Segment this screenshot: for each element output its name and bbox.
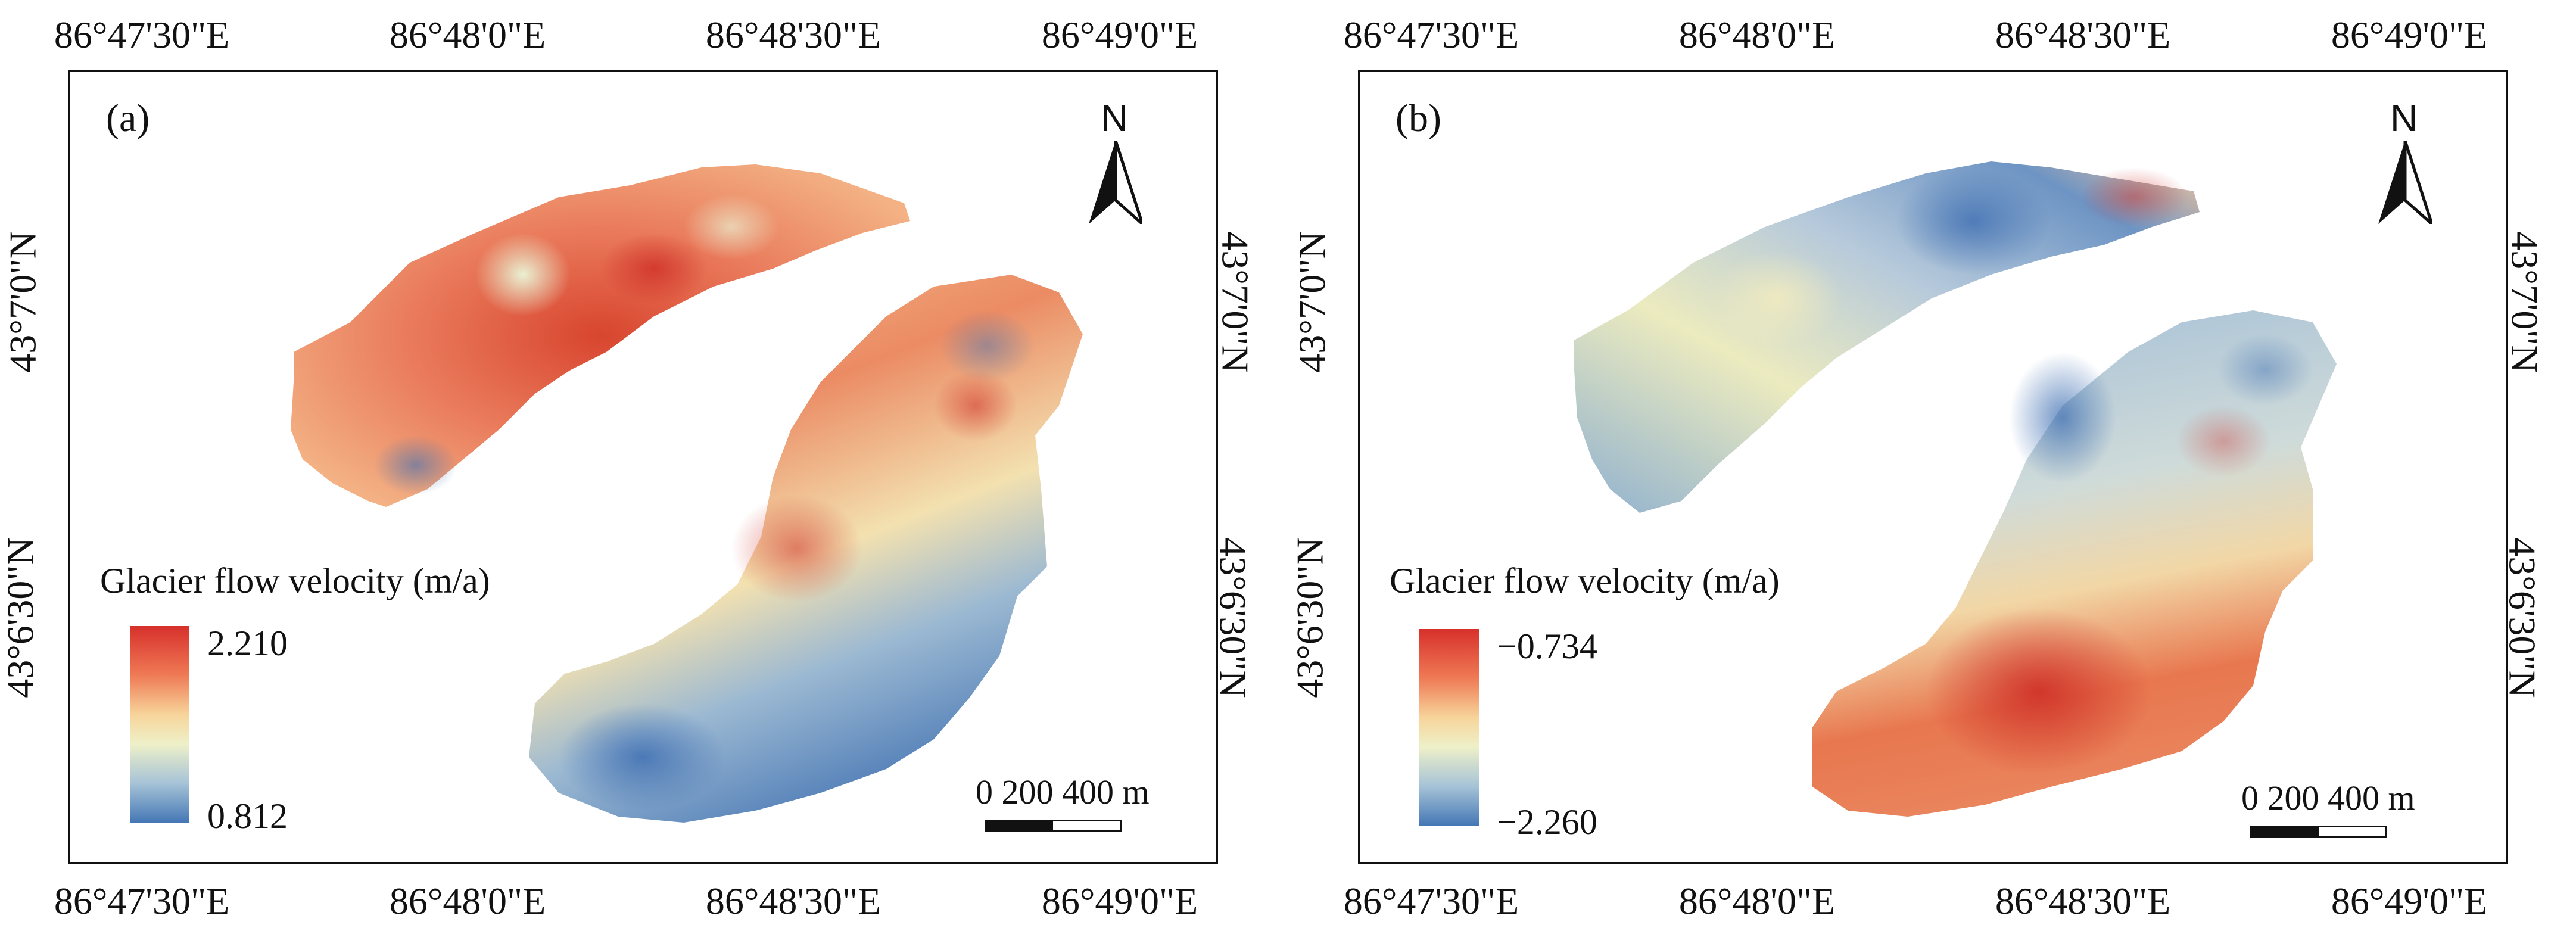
scale-bar-b	[2250, 826, 2387, 838]
lon-label-top-4: 86°49'0"E	[1041, 14, 1198, 56]
lat-label-right-1: 43°7'0"N	[2503, 231, 2546, 373]
scale-seg-light-a	[1053, 821, 1120, 830]
blue-patch-b2	[2009, 352, 2116, 483]
red-patch-b3	[2176, 406, 2271, 477]
pale-patch-b1	[1711, 251, 1842, 346]
blue-patch-a3	[940, 310, 1035, 382]
lon-label-bottom-3: 86°48'30"E	[1995, 880, 2171, 922]
red-patch-b1	[2080, 167, 2188, 227]
lat-label-left-2: 43°6'30"N	[1288, 537, 1331, 698]
glacier-map-b	[1574, 161, 2337, 817]
blue-patch-a2	[559, 703, 725, 811]
scale-seg-dark-b	[2252, 827, 2319, 836]
legend-color-ramp-b	[1419, 629, 1479, 826]
legend-max-b: −0.734	[1497, 627, 1597, 666]
panel-a: 86°47'30"E 86°48'0"E 86°48'30"E 86°49'0"…	[0, 0, 1287, 934]
upper-glacier-b	[1574, 161, 2200, 513]
red-patch-a3	[934, 370, 1017, 441]
lon-label-top-3: 86°48'30"E	[1995, 14, 2171, 56]
lon-label-bottom-4: 86°49'0"E	[1041, 880, 1198, 922]
legend-color-ramp-a	[130, 626, 189, 823]
legend-title-b: Glacier flow velocity (m/a)	[1390, 561, 1780, 600]
legend-min-a: 0.812	[207, 796, 288, 836]
north-arrow-icon	[1089, 141, 1142, 224]
blue-patch-b3	[2217, 334, 2313, 406]
panel-b: 86°47'30"E 86°48'0"E 86°48'30"E 86°49'0"…	[1289, 0, 2576, 934]
lon-label-top-1: 86°47'30"E	[1343, 14, 1519, 56]
lon-label-bottom-2: 86°48'0"E	[389, 880, 546, 922]
lon-label-top-2: 86°48'0"E	[389, 14, 546, 56]
north-arrow-icon	[2378, 141, 2432, 224]
lat-label-left-1: 43°7'0"N	[1291, 231, 1334, 373]
map-frame-b: (b) N Glacier flow velocity (m/a)	[1358, 70, 2508, 864]
red-patch-b2	[1926, 608, 2152, 775]
lon-label-bottom-3: 86°48'30"E	[705, 880, 881, 922]
red-patch-a2	[731, 495, 862, 602]
glacier-map-a	[291, 164, 1083, 823]
legend-min-b: −2.260	[1497, 802, 1597, 842]
lon-label-bottom-2: 86°48'0"E	[1678, 880, 1836, 922]
lon-label-bottom-4: 86°49'0"E	[2331, 880, 2488, 922]
scale-seg-dark-a	[986, 821, 1053, 830]
lat-label-left-2: 43°6'30"N	[0, 537, 42, 698]
lon-label-top-1: 86°47'30"E	[54, 14, 230, 56]
map-frame-a: (a) N Glacier flow velocity (m/a)	[68, 70, 1218, 864]
north-label-a: N	[1101, 96, 1129, 139]
scale-seg-light-b	[2319, 827, 2385, 836]
lat-label-left-1: 43°7'0"N	[1, 231, 44, 373]
lon-label-bottom-1: 86°47'30"E	[1343, 880, 1519, 922]
lon-label-top-4: 86°49'0"E	[2331, 14, 2488, 56]
blue-patch-b1	[1896, 167, 2051, 275]
red-patch-a1	[600, 233, 708, 304]
lon-label-top-2: 86°48'0"E	[1678, 14, 1836, 56]
legend-title-a: Glacier flow velocity (m/a)	[100, 561, 490, 600]
lon-label-top-3: 86°48'30"E	[705, 14, 881, 56]
pale-patch-a2	[684, 194, 779, 260]
legend-max-a: 2.210	[207, 624, 288, 663]
blue-patch-a1	[374, 435, 457, 495]
north-label-b: N	[2390, 96, 2418, 139]
lat-label-right-1: 43°7'0"N	[1214, 231, 1257, 373]
pale-patch-a1	[475, 233, 571, 316]
scale-bar-a	[985, 820, 1122, 832]
lon-label-bottom-1: 86°47'30"E	[54, 880, 230, 922]
panel-label-a: (a)	[106, 96, 150, 140]
panel-label-b: (b)	[1396, 96, 1441, 140]
scale-label-a: 0 200 400 m	[976, 773, 1150, 811]
scale-label-b: 0 200 400 m	[2241, 779, 2415, 817]
